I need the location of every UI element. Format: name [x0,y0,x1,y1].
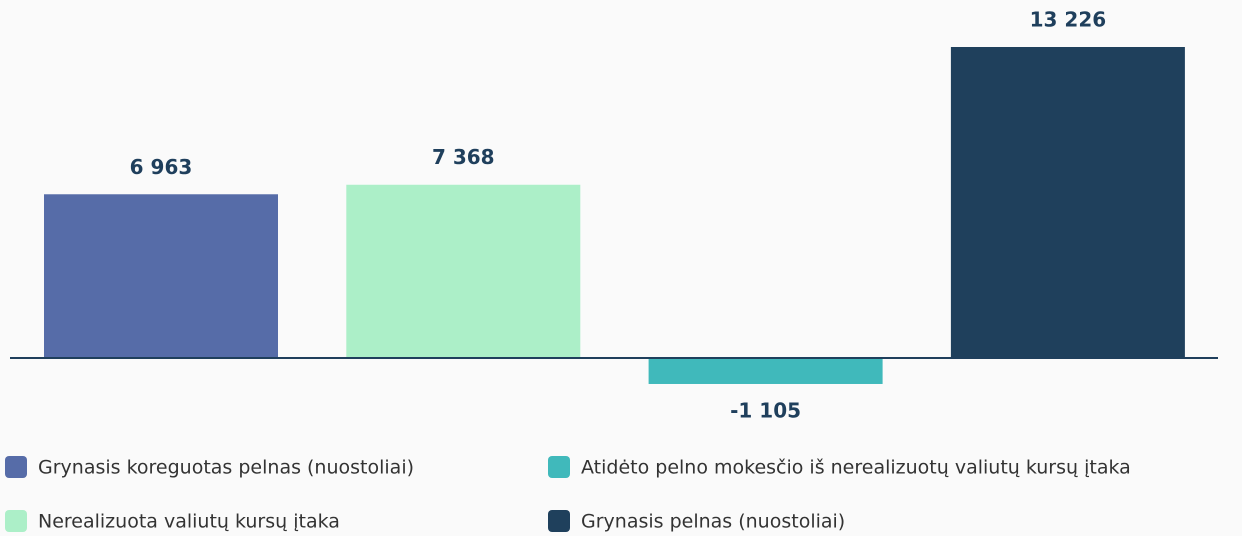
legend-swatch [548,456,570,478]
value-label: 13 226 [1030,8,1107,32]
legend-swatch [5,510,27,532]
legend-label: Grynasis pelnas (nuostoliai) [581,511,845,533]
value-label: 6 963 [130,155,193,179]
legend-swatch [5,456,27,478]
legend-swatch [548,510,570,532]
bar [950,47,1185,358]
value-label: -1 105 [730,398,801,422]
bar [44,194,278,358]
bar [648,358,883,384]
legend-label: Grynasis koreguotas pelnas (nuostoliai) [38,457,414,479]
value-label: 7 368 [432,145,495,169]
legend-label: Atidėto pelno mokesčio iš nerealizuotų v… [581,457,1131,479]
bar [346,184,581,358]
legend-label: Nerealizuota valiutų kursų įtaka [38,511,340,533]
